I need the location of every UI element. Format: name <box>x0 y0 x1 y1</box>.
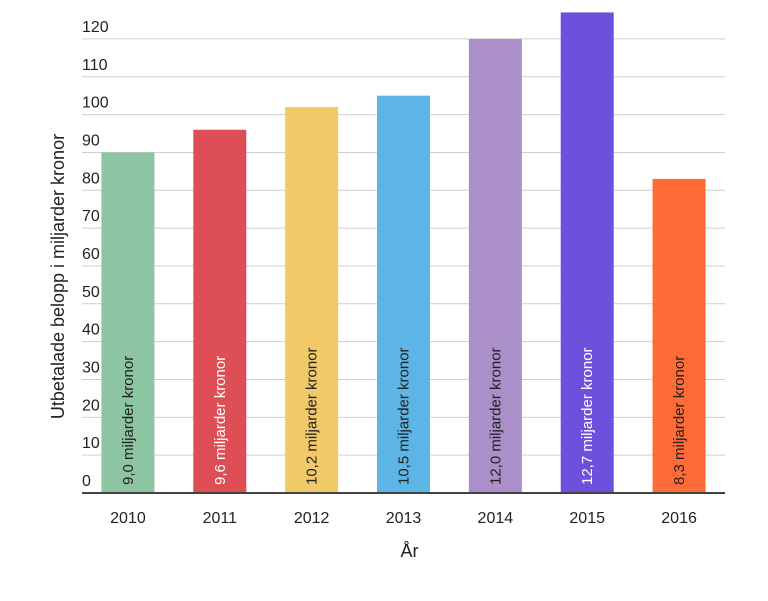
bar-2012 <box>285 107 339 494</box>
bar-value-label: 10,2 miljarder kronor <box>304 347 321 485</box>
y-tick-label: 30 <box>82 359 100 376</box>
x-tick-label: 2015 <box>569 510 605 527</box>
x-tick-label: 2016 <box>661 510 697 527</box>
bar-value-label: 10,5 miljarder kronor <box>396 347 413 485</box>
y-tick-label: 100 <box>82 95 109 112</box>
y-tick-label: 120 <box>82 19 109 36</box>
y-tick-label: 60 <box>82 246 100 263</box>
y-tick-label: 40 <box>82 322 100 339</box>
x-tick-label: 2012 <box>294 510 330 527</box>
y-tick-label: 0 <box>82 473 91 490</box>
bars <box>101 12 706 494</box>
bar-2010 <box>101 152 155 493</box>
bar-2013 <box>377 95 430 494</box>
y-tick-label: 110 <box>82 57 108 74</box>
bar-2014 <box>468 38 522 494</box>
bar-value-label: 9,6 miljarder kronor <box>212 356 229 485</box>
bar-value-label: 8,3 miljarder kronor <box>671 356 688 485</box>
y-axis-ticks: 0 10 20 30 40 50 60 70 80 90 100 110 120 <box>82 19 109 490</box>
bar-2015 <box>560 12 614 493</box>
bar-value-label: 12,7 miljarder kronor <box>579 347 596 485</box>
x-tick-label: 2013 <box>386 510 422 527</box>
x-tick-label: 2011 <box>203 510 238 527</box>
bar-value-label: 12,0 miljarder kronor <box>487 347 504 485</box>
bar-value-label: 9,0 miljarder kronor <box>120 356 137 485</box>
x-axis-ticks: 2010 2011 2012 2013 2014 2015 2016 <box>110 510 697 527</box>
y-tick-label: 90 <box>82 132 100 149</box>
y-tick-label: 80 <box>82 170 100 187</box>
x-tick-label: 2010 <box>110 510 146 527</box>
x-axis-title: År <box>401 541 419 561</box>
y-axis-title: Utbetalade belopp i miljarder kronor <box>48 134 68 419</box>
x-tick-label: 2014 <box>478 510 514 527</box>
bar-2011 <box>193 129 247 493</box>
y-tick-label: 50 <box>82 284 100 301</box>
y-tick-label: 20 <box>82 397 100 414</box>
y-tick-label: 70 <box>82 208 100 225</box>
bar-labels: 9,0 miljarder kronor 9,6 miljarder kronor… <box>120 347 688 485</box>
bar-2016 <box>652 178 706 494</box>
y-tick-label: 10 <box>82 435 100 452</box>
